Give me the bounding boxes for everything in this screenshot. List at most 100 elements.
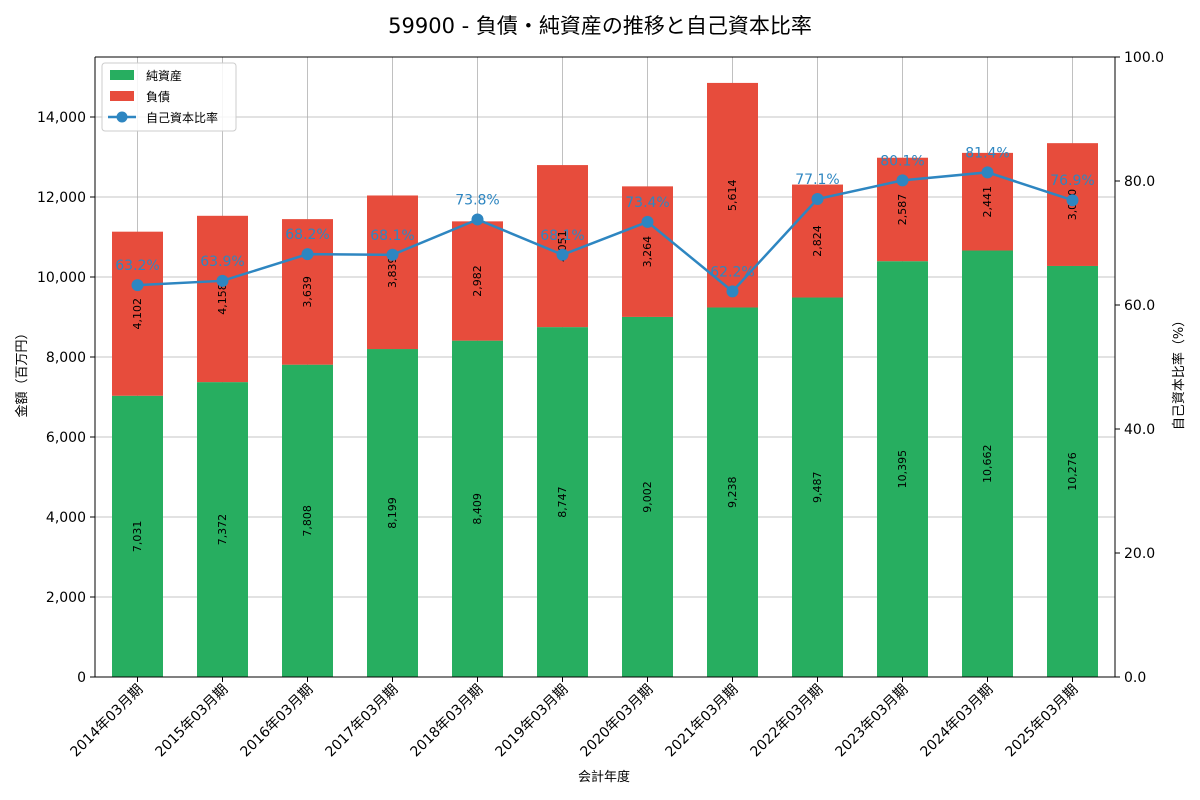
bar-value-label-liabilities: 4,102 (131, 298, 144, 330)
bar-value-label-net-assets: 7,031 (131, 521, 144, 553)
y-tick-label: 12,000 (37, 190, 86, 206)
x-tick-label: 2017年03月期 (323, 682, 402, 761)
ratio-value-label: 68.1% (540, 228, 584, 244)
x-tick-label: 2024年03月期 (918, 682, 997, 761)
y2-tick-label: 60.0 (1124, 298, 1155, 314)
ratio-value-label: 77.1% (795, 172, 839, 188)
ratio-value-label: 80.1% (880, 153, 924, 169)
ratio-point (556, 248, 569, 261)
legend-swatch-liabilities (110, 91, 134, 101)
bar-net-assets (877, 261, 928, 677)
bar-value-label-net-assets: 8,747 (556, 486, 569, 518)
bar-value-label-net-assets: 9,487 (811, 472, 824, 504)
bar-liabilities (622, 186, 673, 317)
bar-net-assets (622, 316, 673, 677)
chart-title: 59900 - 負債・純資産の推移と自己資本比率 (388, 14, 812, 38)
y-tick-label: 10,000 (37, 270, 86, 286)
ratio-value-label: 76.9% (1050, 173, 1094, 189)
bar-value-label-net-assets: 8,409 (471, 493, 484, 525)
bar-value-label-liabilities: 3,639 (301, 276, 314, 308)
ratio-value-label: 68.2% (285, 227, 329, 243)
bar-value-label-liabilities: 5,614 (726, 179, 739, 211)
legend-swatch-net-assets (110, 70, 134, 80)
bar-value-label-liabilities: 3,264 (641, 236, 654, 268)
bar-liabilities (197, 215, 248, 383)
x-tick-label: 2023年03月期 (833, 682, 912, 761)
ratio-point (896, 174, 909, 187)
ratio-value-label: 73.4% (625, 195, 669, 211)
bar-liabilities (452, 221, 503, 341)
bar-value-label-net-assets: 10,276 (1066, 452, 1079, 491)
x-tick-label: 2021年03月期 (663, 682, 742, 761)
y2-tick-label: 40.0 (1124, 422, 1155, 438)
ratio-point (216, 274, 229, 287)
bar-value-label-liabilities: 2,824 (811, 225, 824, 256)
ratio-series-line (137, 171, 1073, 294)
bar-net-assets (452, 340, 503, 677)
y-tick-label: 6,000 (46, 430, 86, 446)
y2-tick-label: 0.0 (1124, 670, 1146, 686)
y2-axis-title: 自己資本比率（%） (1171, 314, 1187, 430)
bar-value-label-net-assets: 7,808 (301, 505, 314, 537)
legend: 純資産 負債 自己資本比率 (101, 62, 237, 132)
y-tick-label: 4,000 (46, 510, 86, 526)
legend-label-liabilities: 負債 (146, 89, 170, 104)
ratio-point (131, 279, 144, 292)
legend-frame (101, 62, 237, 132)
ratio-point (386, 248, 399, 261)
bar-value-label-net-assets: 10,662 (981, 445, 994, 484)
y2-tick-label: 20.0 (1124, 546, 1155, 562)
bar-net-assets (367, 349, 418, 677)
ratio-point (301, 248, 314, 261)
bar-net-assets (537, 327, 588, 677)
bar-net-assets (792, 297, 843, 677)
bar-value-label-net-assets: 7,372 (216, 514, 229, 546)
bars (112, 82, 1098, 677)
ratio-value-label: 68.1% (370, 228, 414, 244)
bar-value-label-liabilities: 2,587 (896, 194, 909, 226)
x-tick-label: 2018年03月期 (408, 682, 487, 761)
bar-value-label-net-assets: 8,199 (386, 497, 399, 529)
bar-liabilities (707, 82, 758, 308)
y-tick-label: 8,000 (46, 350, 86, 366)
y-tick-label: 0 (77, 670, 86, 686)
bar-value-label-liabilities: 2,441 (981, 186, 994, 218)
legend-marker-ratio (116, 111, 128, 123)
ratio-value-label: 73.8% (455, 192, 499, 208)
bar-value-label-liabilities: 2,982 (471, 265, 484, 297)
ratio-value-label: 81.4% (965, 145, 1009, 161)
bar-liabilities (282, 219, 333, 365)
y2-tick-label: 80.0 (1124, 174, 1155, 190)
bar-liabilities (537, 165, 588, 328)
bar-net-assets (197, 382, 248, 677)
ratio-point (471, 213, 484, 226)
bar-net-assets (707, 307, 758, 677)
x-tick-label: 2015年03月期 (153, 682, 232, 761)
bar-net-assets (112, 395, 163, 677)
bar-net-assets (282, 364, 333, 677)
x-tick-label: 2022年03月期 (748, 682, 827, 761)
y2-tick-label: 100.0 (1124, 50, 1164, 66)
ratio-point (641, 215, 654, 228)
ratio-point (726, 285, 739, 298)
bar-value-label-net-assets: 9,002 (641, 481, 654, 512)
bar-value-label-net-assets: 10,395 (896, 450, 909, 489)
ratio-point (811, 192, 824, 205)
ratio-value-label: 63.9% (200, 254, 244, 270)
x-tick-label: 2025年03月期 (1003, 682, 1082, 761)
x-tick-label: 2014年03月期 (68, 682, 147, 761)
bar-value-label-net-assets: 9,238 (726, 476, 739, 508)
x-tick-label: 2020年03月期 (578, 682, 657, 761)
x-tick-label: 2016年03月期 (238, 682, 317, 761)
ratio-point (1066, 194, 1079, 207)
ratio-point (981, 166, 994, 179)
bar-value-label-liabilities: 4,158 (216, 283, 229, 315)
x-axis-title: 会計年度 (578, 769, 630, 785)
legend-label-net-assets: 純資産 (146, 68, 182, 83)
legend-label-ratio: 自己資本比率 (146, 110, 218, 125)
bar-liabilities (367, 195, 418, 350)
bar-liabilities (112, 231, 163, 396)
y-axis-title: 金額（百万円） (14, 326, 30, 417)
